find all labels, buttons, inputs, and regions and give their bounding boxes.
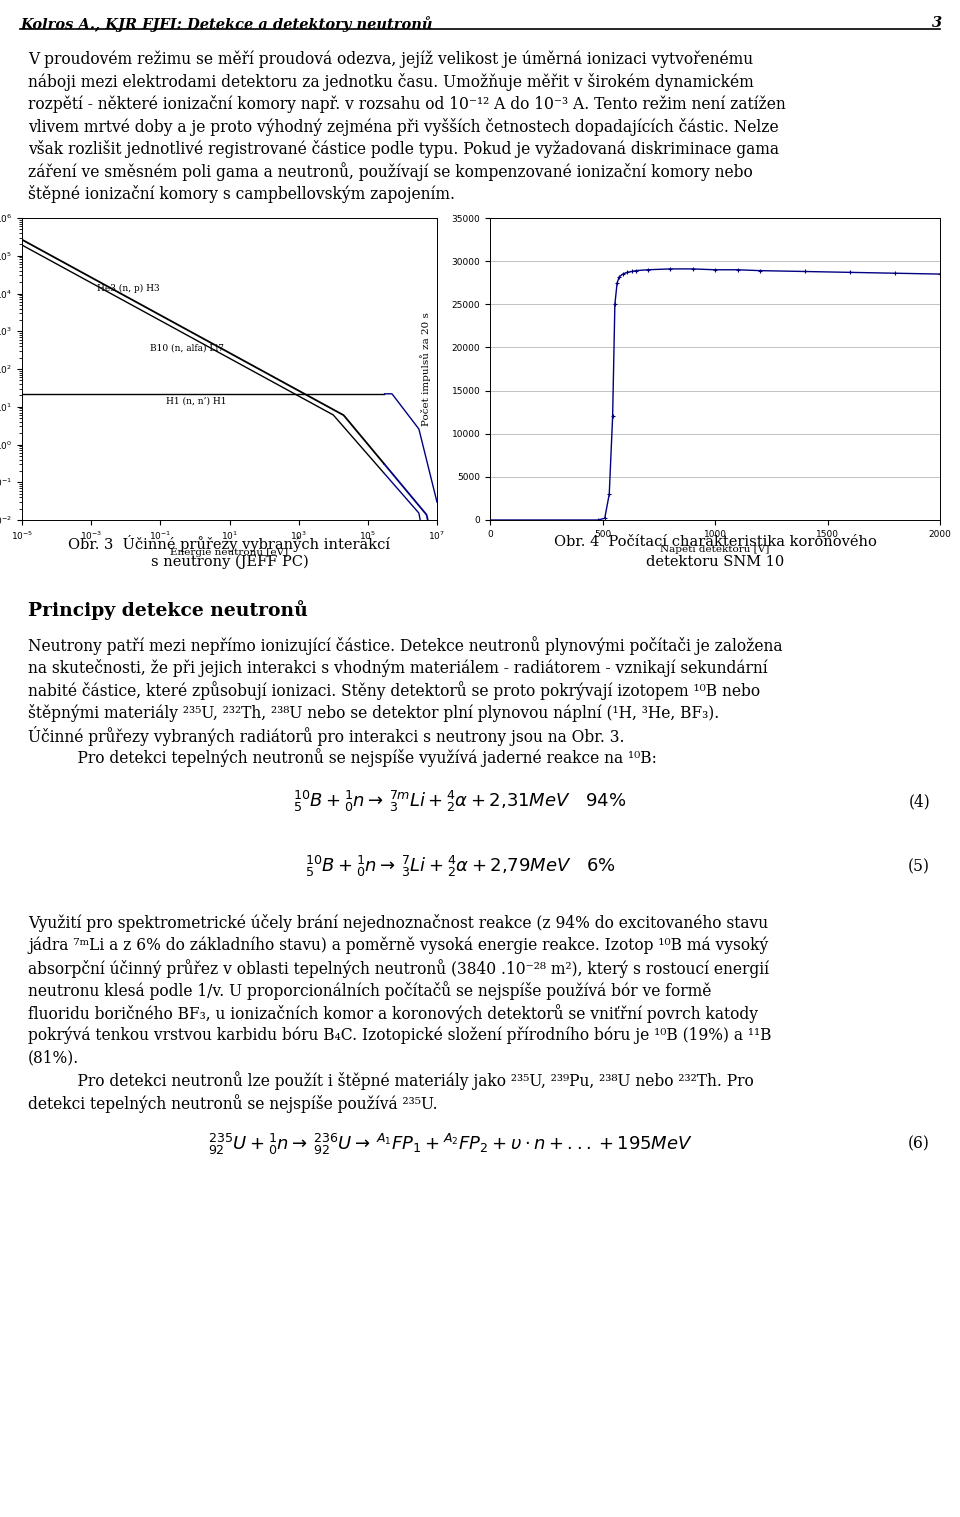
Text: Využití pro spektrometrické účely brání nejednoznačnost reakce (z 94% do excitov: Využití pro spektrometrické účely brání … <box>28 915 768 931</box>
X-axis label: Energie neutronu [eV]: Energie neutronu [eV] <box>171 548 289 557</box>
Text: štěpné ionizační komory s campbellovským zapojením.: štěpné ionizační komory s campbellovským… <box>28 185 455 203</box>
Text: Obr. 3  Účinné průřezy vybraných interakcí: Obr. 3 Účinné průřezy vybraných interakc… <box>68 536 391 552</box>
Text: však rozlišit jednotlivé registrované částice podle typu. Pokud je vyžadovaná di: však rozlišit jednotlivé registrované čá… <box>28 140 779 158</box>
Text: Pro detekci tepelných neutronů se nejspíše využívá jaderné reakce na ¹⁰B:: Pro detekci tepelných neutronů se nejspí… <box>58 748 657 768</box>
Text: pokrývá tenkou vrstvou karbidu bóru B₄C. Izotopické složení přírodního bóru je ¹: pokrývá tenkou vrstvou karbidu bóru B₄C.… <box>28 1027 772 1044</box>
Text: He3 (n, p) H3: He3 (n, p) H3 <box>97 284 160 293</box>
Text: absorpční účinný průřez v oblasti tepelných neutronů (3840 .10⁻²⁸ m²), který s r: absorpční účinný průřez v oblasti tepeln… <box>28 959 769 978</box>
Text: Kolros A., KJR FJFI: Detekce a detektory neutronů: Kolros A., KJR FJFI: Detekce a detektory… <box>20 17 433 32</box>
Text: $^{10}_{5}B + ^{1}_{0}n \rightarrow \,^{7m}_{3}Li + ^{4}_{2}\alpha + 2{,}31MeV\q: $^{10}_{5}B + ^{1}_{0}n \rightarrow \,^{… <box>294 789 627 815</box>
Text: B10 (n, alfa) Li7: B10 (n, alfa) Li7 <box>150 344 224 353</box>
Text: (6): (6) <box>908 1136 930 1153</box>
Text: (81%).: (81%). <box>28 1048 80 1066</box>
Text: štěpnými materiály ²³⁵U, ²³²Th, ²³⁸U nebo se detektor plní plynovou náplní (¹H, : štěpnými materiály ²³⁵U, ²³²Th, ²³⁸U neb… <box>28 704 719 722</box>
Text: (5): (5) <box>908 859 930 875</box>
Text: vlivem mrtvé doby a je proto výhodný zejména při vyšších četnostech dopadajících: vlivem mrtvé doby a je proto výhodný zej… <box>28 117 779 135</box>
Text: náboji mezi elektrodami detektoru za jednotku času. Umožňuje měřit v širokém dyn: náboji mezi elektrodami detektoru za jed… <box>28 73 754 91</box>
Text: detekci tepelných neutronů se nejspíše používá ²³⁵U.: detekci tepelných neutronů se nejspíše p… <box>28 1094 438 1113</box>
Text: nabité částice, které způsobují ionizaci. Stěny detektorů se proto pokrývají izo: nabité částice, které způsobují ionizaci… <box>28 681 760 699</box>
Text: 3: 3 <box>932 17 942 30</box>
Text: detektoru SNM 10: detektoru SNM 10 <box>646 555 784 569</box>
Text: H1 (n, n’) H1: H1 (n, n’) H1 <box>166 397 227 405</box>
Text: záření ve směsném poli gama a neutronů, používají se kompenzované ionizační komo: záření ve směsném poli gama a neutronů, … <box>28 162 753 182</box>
Text: fluoridu boričného BF₃, u ionizačních komor a koronových detektorů se vniťřní po: fluoridu boričného BF₃, u ionizačních ko… <box>28 1004 758 1022</box>
Text: Pro detekci neutronů lze použít i štěpné materiály jako ²³⁵U, ²³⁹Pu, ²³⁸U nebo ²: Pro detekci neutronů lze použít i štěpné… <box>58 1071 754 1091</box>
Text: $^{235}_{92}U + ^{1}_{0}n \rightarrow \,^{236}_{92}U \rightarrow \,^{A_1}FP_1 + : $^{235}_{92}U + ^{1}_{0}n \rightarrow \,… <box>207 1132 692 1156</box>
Text: na skutečnosti, že při jejich interakci s vhodným materiálem - radiátorem - vzni: na skutečnosti, že při jejich interakci … <box>28 658 768 677</box>
Y-axis label: Počet impulsů za 20 s: Počet impulsů za 20 s <box>420 313 431 426</box>
Text: Účinné průřezy vybraných radiátorů pro interakci s neutrony jsou na Obr. 3.: Účinné průřezy vybraných radiátorů pro i… <box>28 727 625 746</box>
Text: rozpětí - některé ionizační komory např. v rozsahu od 10⁻¹² A do 10⁻³ A. Tento r: rozpětí - některé ionizační komory např.… <box>28 96 785 112</box>
Text: neutronu klesá podle 1/v. U proporcionálních počítačů se nejspíše používá bór ve: neutronu klesá podle 1/v. U proporcionál… <box>28 981 711 1000</box>
Text: $^{10}_{5}B + ^{1}_{0}n \rightarrow \,^{7}_{3}Li + ^{4}_{2}\alpha + 2{,}79MeV\qu: $^{10}_{5}B + ^{1}_{0}n \rightarrow \,^{… <box>304 854 615 878</box>
Text: (4): (4) <box>908 793 930 810</box>
Text: s neutrony (JEFF PC): s neutrony (JEFF PC) <box>151 555 308 569</box>
Text: Obr. 4  Počítací charakteristika koronového: Obr. 4 Počítací charakteristika koronové… <box>554 536 876 549</box>
X-axis label: Napětí detektoru [V]: Napětí detektoru [V] <box>660 545 770 554</box>
Text: Principy detekce neutronů: Principy detekce neutronů <box>28 601 308 620</box>
Text: Neutrony patří mezi nepřímo ionizující částice. Detekce neutronů plynovými počít: Neutrony patří mezi nepřímo ionizující č… <box>28 636 782 655</box>
Text: jádra ⁷ᵐLi a z 6% do základního stavu) a poměrně vysoká energie reakce. Izotop ¹: jádra ⁷ᵐLi a z 6% do základního stavu) a… <box>28 936 768 954</box>
Text: V proudovém režimu se měří proudová odezva, jejíž velikost je úměrná ionizaci vy: V proudovém režimu se měří proudová odez… <box>28 50 754 67</box>
